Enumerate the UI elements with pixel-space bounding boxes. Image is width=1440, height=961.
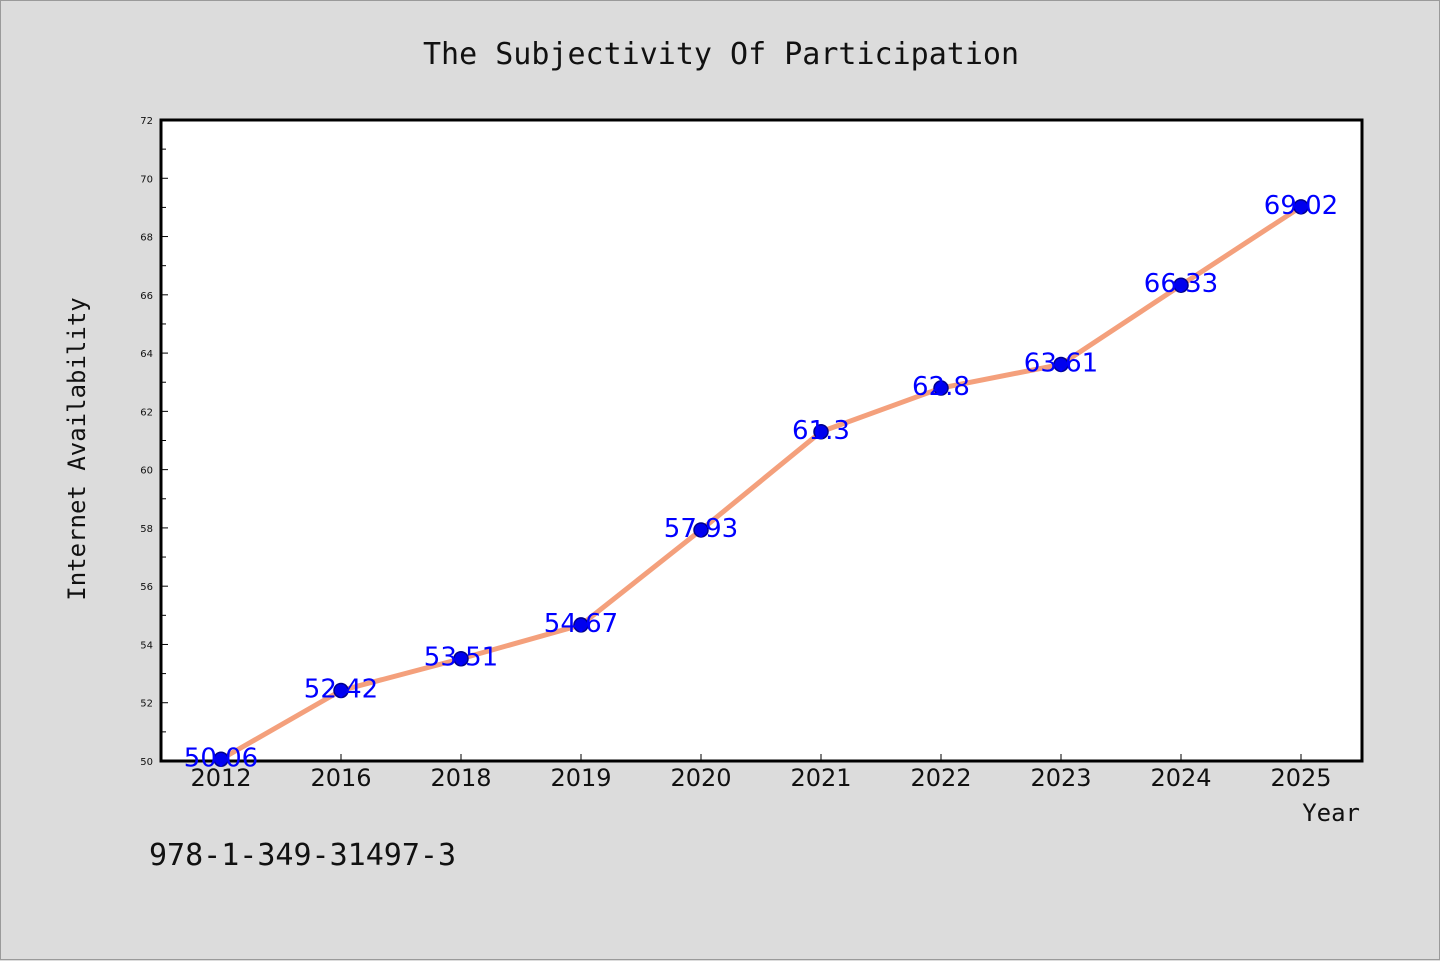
y-tick-label: 66 (140, 291, 153, 302)
data-label: 66.33 (1144, 269, 1218, 299)
data-point (933, 380, 949, 396)
series-line (218, 204, 1304, 762)
data-label: 57.93 (664, 514, 738, 544)
y-tick-label: 64 (140, 349, 153, 360)
x-tick-label: 2020 (670, 764, 731, 792)
x-tick-label: 2016 (310, 764, 371, 792)
data-label: 54.67 (544, 609, 618, 639)
x-tick-label: 2023 (1030, 764, 1091, 792)
y-axis: 50 52 54 56 58 60 62 64 66 68 70 72 (140, 116, 168, 768)
data-point (573, 617, 589, 633)
y-axis-title: Internet Availability (63, 297, 91, 600)
x-tick-label: 2025 (1270, 764, 1331, 792)
data-label: 50.06 (184, 743, 258, 773)
data-label: 62.8 (912, 372, 970, 402)
x-tick-label: 2019 (550, 764, 611, 792)
data-label: 69.02 (1264, 191, 1338, 221)
x-tick-label: 2022 (910, 764, 971, 792)
data-label: 53.51 (424, 643, 498, 673)
x-tick-label: 2012 (190, 764, 251, 792)
data-point (453, 650, 469, 667)
x-tick-label: 2018 (430, 764, 491, 792)
data-label: 52.42 (304, 674, 378, 704)
y-tick-label: 54 (140, 640, 153, 651)
x-tick-label: 2024 (1150, 764, 1211, 792)
y-tick-label: 50 (140, 757, 153, 768)
y-tick-label: 70 (140, 174, 153, 185)
y-tick-label: 68 (140, 233, 153, 244)
y-tick-label: 62 (140, 407, 153, 418)
data-label: 63.61 (1024, 348, 1098, 378)
data-label: 61.3 (792, 416, 850, 446)
x-axis-title: Year (1302, 799, 1360, 827)
x-tick-label: 2021 (790, 764, 851, 792)
y-tick-label: 56 (140, 582, 153, 593)
data-point (1053, 356, 1069, 373)
plot-area (159, 118, 1364, 763)
isbn-footnote: 978-1-349-31497-3 (149, 838, 456, 873)
data-point (1293, 199, 1309, 215)
x-axis: 2012 2016 2018 2019 2020 2021 2022 2023 2024 2025 (190, 754, 1332, 792)
data-point (213, 751, 229, 768)
y-tick-label: 72 (140, 116, 153, 127)
chart-title: The Subjectivity Of Participation (423, 37, 1019, 72)
series-group (213, 199, 1309, 768)
data-point (333, 682, 349, 699)
data-point (693, 522, 709, 538)
y-tick-label: 60 (140, 466, 153, 477)
y-tick-label: 52 (140, 699, 153, 710)
data-point (1173, 277, 1189, 293)
data-labels: 50.06 52.42 53.51 54.67 57.93 61.3 62.8 63.61 66… (184, 191, 1338, 773)
y-tick-label: 58 (140, 524, 153, 535)
data-point (813, 424, 829, 440)
